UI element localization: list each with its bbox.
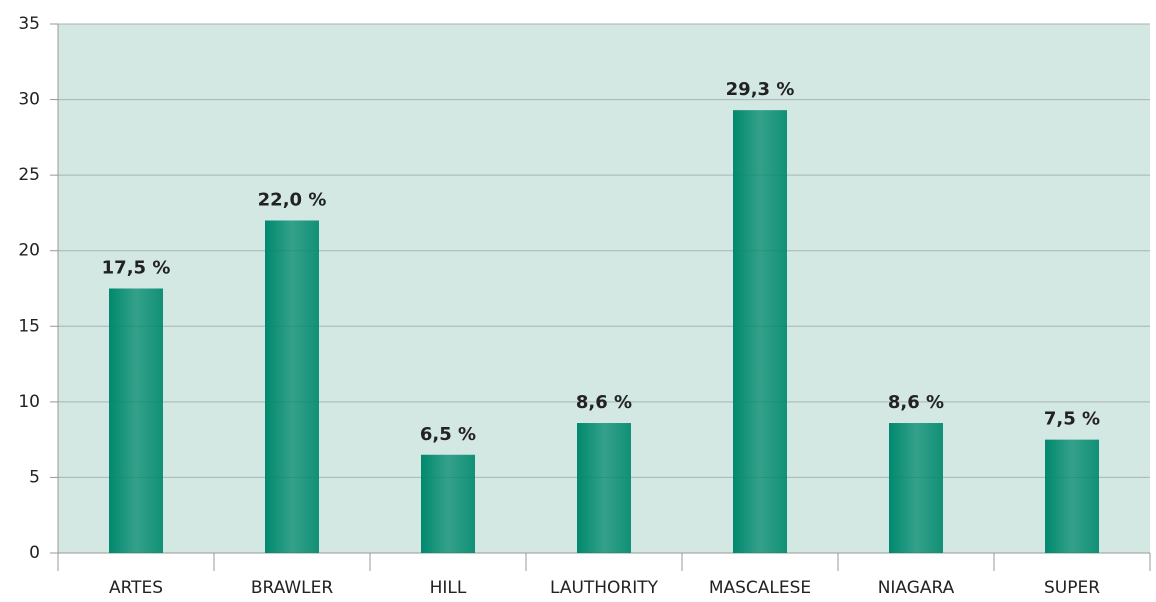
value-label: 22,0 % — [258, 189, 327, 210]
x-tick-label: LAUTHORITY — [550, 578, 659, 598]
bar — [109, 288, 163, 553]
bar — [265, 220, 319, 553]
bar — [733, 110, 787, 553]
bar — [577, 423, 631, 553]
y-tick-label: 20 — [18, 241, 40, 261]
y-tick-label: 10 — [18, 392, 40, 412]
y-tick-label: 30 — [18, 90, 40, 110]
x-tick-label: MASCALESE — [709, 578, 811, 598]
bar — [1045, 439, 1099, 553]
value-label: 8,6 % — [888, 392, 944, 413]
x-tick-label: ARTES — [109, 578, 163, 598]
value-label: 8,6 % — [576, 392, 632, 413]
x-tick-label: BRAWLER — [251, 578, 334, 598]
x-tick-label: SUPER — [1044, 578, 1100, 598]
value-label: 17,5 % — [102, 258, 171, 279]
y-tick-label: 5 — [29, 467, 40, 487]
y-tick-label: 15 — [18, 316, 40, 336]
y-tick-label: 35 — [18, 14, 40, 34]
y-tick-label: 25 — [18, 165, 40, 185]
x-tick-label: NIAGARA — [878, 578, 955, 598]
x-tick-label: HILL — [430, 578, 467, 598]
bar — [889, 423, 943, 553]
value-label: 29,3 % — [726, 79, 795, 100]
value-label: 7,5 % — [1044, 409, 1100, 430]
y-tick-label: 0 — [29, 543, 40, 563]
value-label: 6,5 % — [420, 424, 476, 445]
bar — [421, 454, 475, 553]
